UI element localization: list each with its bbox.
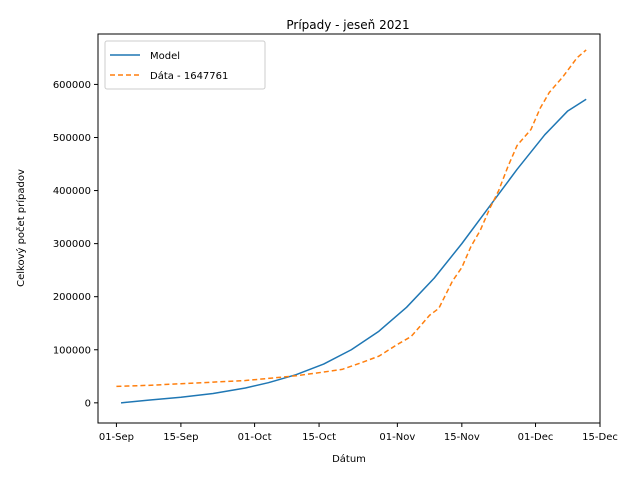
plot-frame <box>97 33 601 424</box>
y-tick-label: 400000 <box>53 186 91 197</box>
series-layer <box>116 49 587 404</box>
y-axis: 0 100000 200000 300000 400000 500000 600000 <box>53 80 98 409</box>
y-tick-label: 200000 <box>53 292 91 303</box>
x-tick-label: 15-Sep <box>163 432 198 443</box>
legend-label-data: Dáta - 1647761 <box>150 70 228 82</box>
y-tick-label: 300000 <box>53 239 91 250</box>
x-tick-label: 01-Dec <box>518 432 554 443</box>
legend: Model Dáta - 1647761 <box>104 40 266 90</box>
chart-title: Prípady - jeseň 2021 <box>286 18 409 32</box>
x-axis-label: Dátum <box>332 453 366 465</box>
plot-area <box>97 33 601 424</box>
legend-label-model: Model <box>150 51 180 62</box>
series-line-model <box>120 98 587 404</box>
x-tick-label: 01-Oct <box>238 432 272 443</box>
x-tick-label: 15-Dec <box>582 432 618 443</box>
y-tick-label: 600000 <box>53 80 91 91</box>
x-tick-label: 15-Nov <box>444 432 480 443</box>
legend-box <box>104 40 266 90</box>
x-tick-label: 01-Nov <box>379 432 415 443</box>
y-tick-label: 0 <box>85 398 91 409</box>
x-tick-label: 01-Sep <box>99 432 134 443</box>
y-tick-label: 500000 <box>53 133 91 144</box>
x-axis: 01-Sep 15-Sep 01-Oct 15-Oct 01-Nov 15-Nov 01-D… <box>99 423 618 443</box>
x-tick-label: 15-Oct <box>302 432 336 443</box>
y-axis-label: Celkový počet prípadov <box>15 169 27 287</box>
series-line-data <box>116 49 587 388</box>
y-tick-label: 100000 <box>53 345 91 356</box>
